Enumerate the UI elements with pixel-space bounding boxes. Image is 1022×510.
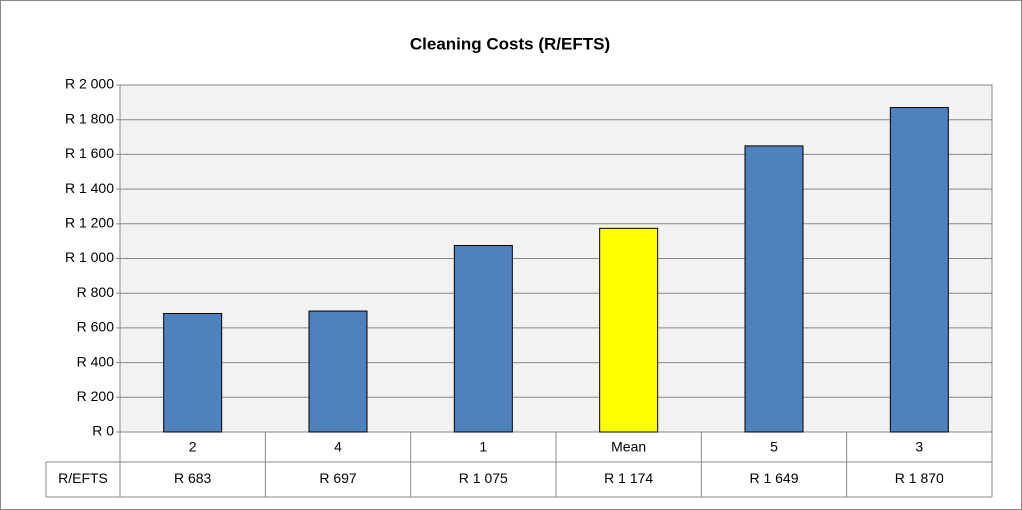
bar: [889, 107, 949, 433]
table-value: R 683: [174, 470, 212, 486]
bar: [308, 310, 368, 433]
table-value: R 1 174: [604, 470, 653, 486]
chart-title: Cleaning Costs (R/EFTS): [410, 34, 610, 53]
x-tick-label: Mean: [611, 439, 646, 455]
y-tick-label: R 1 600: [65, 145, 114, 161]
bar: [163, 312, 223, 433]
table-row-label: R/EFTS: [58, 470, 108, 486]
table-value: R 1 075: [459, 470, 508, 486]
y-tick-label: R 1 000: [65, 249, 114, 265]
y-tick-label: R 600: [77, 319, 115, 335]
x-tick-label: 1: [479, 439, 487, 455]
y-tick-label: R 1 800: [65, 110, 114, 126]
x-tick-label: 5: [770, 439, 778, 455]
y-tick-label: R 2 000: [65, 76, 114, 92]
x-tick-label: 4: [334, 439, 342, 455]
y-tick-label: R 0: [92, 423, 114, 439]
y-tick-label: R 1 200: [65, 215, 114, 231]
table-value: R 1 649: [749, 470, 798, 486]
x-tick-label: 3: [915, 439, 923, 455]
y-tick-label: R 800: [77, 284, 115, 300]
y-tick-label: R 200: [77, 388, 115, 404]
table-value: R 1 870: [895, 470, 944, 486]
bar: [453, 244, 513, 433]
y-tick-label: R 400: [77, 353, 115, 369]
y-tick-label: R 1 400: [65, 180, 114, 196]
bar: [744, 145, 804, 433]
x-tick-label: 2: [189, 439, 197, 455]
table-value: R 697: [319, 470, 357, 486]
bar: [599, 227, 659, 433]
